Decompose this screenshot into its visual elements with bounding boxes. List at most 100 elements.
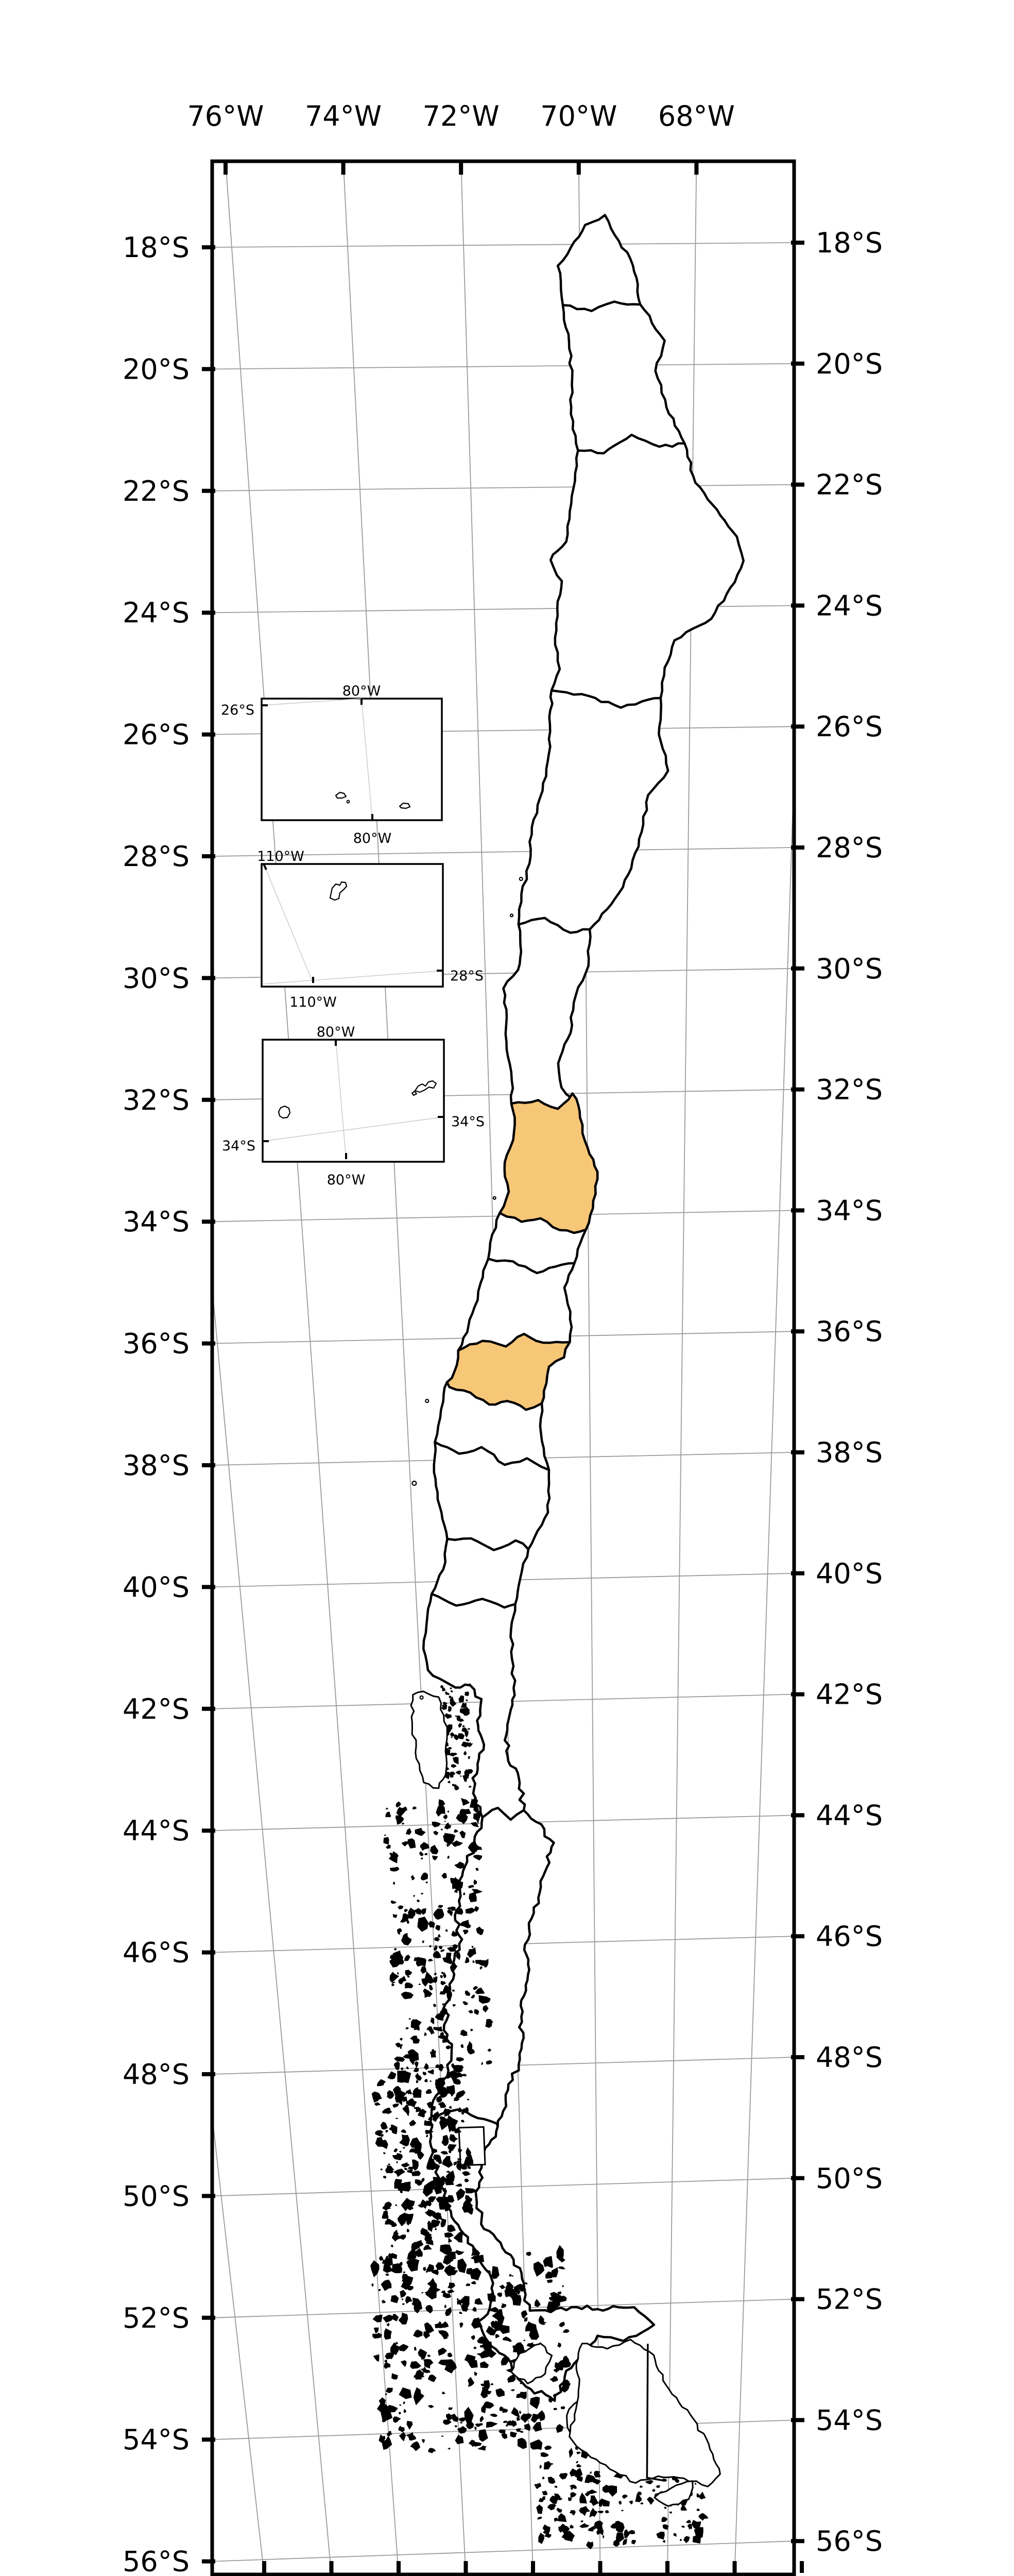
inset-island xyxy=(278,1105,291,1119)
inset-gridline xyxy=(361,698,373,821)
left-axis-label: 24°S xyxy=(123,597,190,629)
left-axis-label: 54°S xyxy=(123,2424,190,2456)
inset-island xyxy=(329,881,348,901)
inset-gridline xyxy=(262,970,443,985)
right-axis-label: 38°S xyxy=(816,1436,883,1469)
inset-island xyxy=(399,802,411,809)
left-axis-label: 30°S xyxy=(123,962,190,994)
offshore-island-dot xyxy=(411,1480,417,1486)
island-outline xyxy=(654,2480,694,2507)
meridian-line xyxy=(734,756,794,2574)
inset-gridline xyxy=(262,1116,444,1142)
outlined-islands xyxy=(410,1690,721,2507)
left-axis-label: 28°S xyxy=(123,840,190,873)
region-boundary-line xyxy=(488,1258,575,1275)
inset-label: 80°W xyxy=(317,1024,355,1040)
left-axis-label: 32°S xyxy=(123,1084,190,1116)
right-axis-label: 24°S xyxy=(816,589,883,622)
inset-label: 110°W xyxy=(257,849,304,865)
parallel-line xyxy=(212,847,794,857)
argentina-border-line xyxy=(646,2344,665,2482)
left-axis-label: 56°S xyxy=(123,2546,190,2576)
right-axis-label: 50°S xyxy=(816,2162,883,2195)
left-axis-label: 18°S xyxy=(123,231,190,264)
left-axis-label: 46°S xyxy=(123,1937,190,1969)
right-axis-label: 44°S xyxy=(816,1799,883,1832)
meridian-line xyxy=(212,2112,265,2574)
inset-desventuradas: 80°W 26°S 80°W xyxy=(221,683,443,846)
inset-island xyxy=(335,791,347,799)
top-axis-label: 70°W xyxy=(540,100,617,132)
offshore-island-dot xyxy=(492,1196,496,1200)
inset-label: 80°W xyxy=(353,831,392,846)
right-axis-label: 18°S xyxy=(816,227,883,259)
inset-label: 26°S xyxy=(221,702,254,718)
right-axis-label: 22°S xyxy=(816,469,883,501)
inset-gridline xyxy=(261,698,362,706)
inset-label: 28°S xyxy=(450,968,484,984)
top-axis-label: 72°W xyxy=(423,100,500,132)
island-outline xyxy=(410,1690,448,1789)
left-axis-label: 38°S xyxy=(123,1449,190,1482)
right-axis-label: 28°S xyxy=(816,832,883,864)
right-axis-label: 30°S xyxy=(816,953,883,985)
left-axis-label: 50°S xyxy=(123,2180,190,2212)
offshore-island-dot xyxy=(425,1399,429,1403)
region-boundary-line xyxy=(434,1441,549,1471)
inset-easter-island: 110°W 110°W 28°S xyxy=(257,849,484,1010)
region-boundary-line xyxy=(562,300,641,312)
right-axis-label: 48°S xyxy=(816,2041,883,2074)
inset-island xyxy=(414,1080,437,1093)
island-outline xyxy=(510,2343,553,2384)
ice-field-rectangle xyxy=(458,2126,486,2166)
right-axis-label: 26°S xyxy=(816,710,883,743)
region-boundary-line xyxy=(482,1806,525,1821)
parallel-line xyxy=(212,2540,794,2562)
region-boundary-line xyxy=(431,1592,515,1609)
left-axis-label: 42°S xyxy=(123,1693,190,1725)
inset-label: 80°W xyxy=(327,1172,366,1188)
fjord-archipelago-texture xyxy=(370,1683,709,2550)
parallel-line xyxy=(212,2177,794,2197)
left-axis-label: 20°S xyxy=(123,353,190,385)
right-axis-label: 56°S xyxy=(816,2525,883,2557)
inset-tick xyxy=(263,863,267,870)
region-boundary-line xyxy=(551,689,661,709)
offshore-island-dot xyxy=(519,876,523,882)
left-axis-label: 22°S xyxy=(123,475,190,507)
meridian-line xyxy=(212,1282,332,2574)
region-boundary-line xyxy=(447,1537,529,1551)
left-axis-label: 34°S xyxy=(123,1206,190,1238)
inset-island xyxy=(411,1090,418,1096)
inset-box xyxy=(261,698,443,821)
axis-labels: 18°S 18°S 20°S 20°S 22°S 22°S 24°S 24°S 26°S 26°S… xyxy=(123,100,883,2576)
inset-box xyxy=(261,863,444,988)
left-axis-label: 26°S xyxy=(123,719,190,751)
inset-label: 110°W xyxy=(289,994,337,1010)
top-axis-label: 68°W xyxy=(658,100,735,132)
right-axis-label: 36°S xyxy=(816,1315,883,1348)
highlighted-region-valparaiso-metropolitana xyxy=(499,1092,599,1234)
inset-label: 34°S xyxy=(222,1138,255,1154)
offshore-island-dot xyxy=(509,913,514,918)
right-axis-label: 32°S xyxy=(816,1074,883,1106)
inset-label: 80°W xyxy=(342,683,381,699)
left-axis-label: 52°S xyxy=(123,2302,190,2334)
right-axis-label: 40°S xyxy=(816,1557,883,1590)
right-axis-label: 46°S xyxy=(816,1920,883,1953)
meridian-line xyxy=(225,161,399,2574)
parallel-line xyxy=(212,363,794,370)
right-axis-label: 34°S xyxy=(816,1194,883,1227)
top-axis-label: 76°W xyxy=(187,100,264,132)
left-axis-label: 40°S xyxy=(123,1571,190,1603)
map-frame xyxy=(210,159,796,2576)
region-boundary-line xyxy=(518,917,590,934)
region-boundaries xyxy=(431,300,685,2127)
inset-gridline xyxy=(263,863,314,984)
map-content xyxy=(370,214,745,2550)
region-boundary-line xyxy=(431,2108,499,2127)
top-axis-label: 74°W xyxy=(305,100,382,132)
left-axis-label: 48°S xyxy=(123,2058,190,2091)
